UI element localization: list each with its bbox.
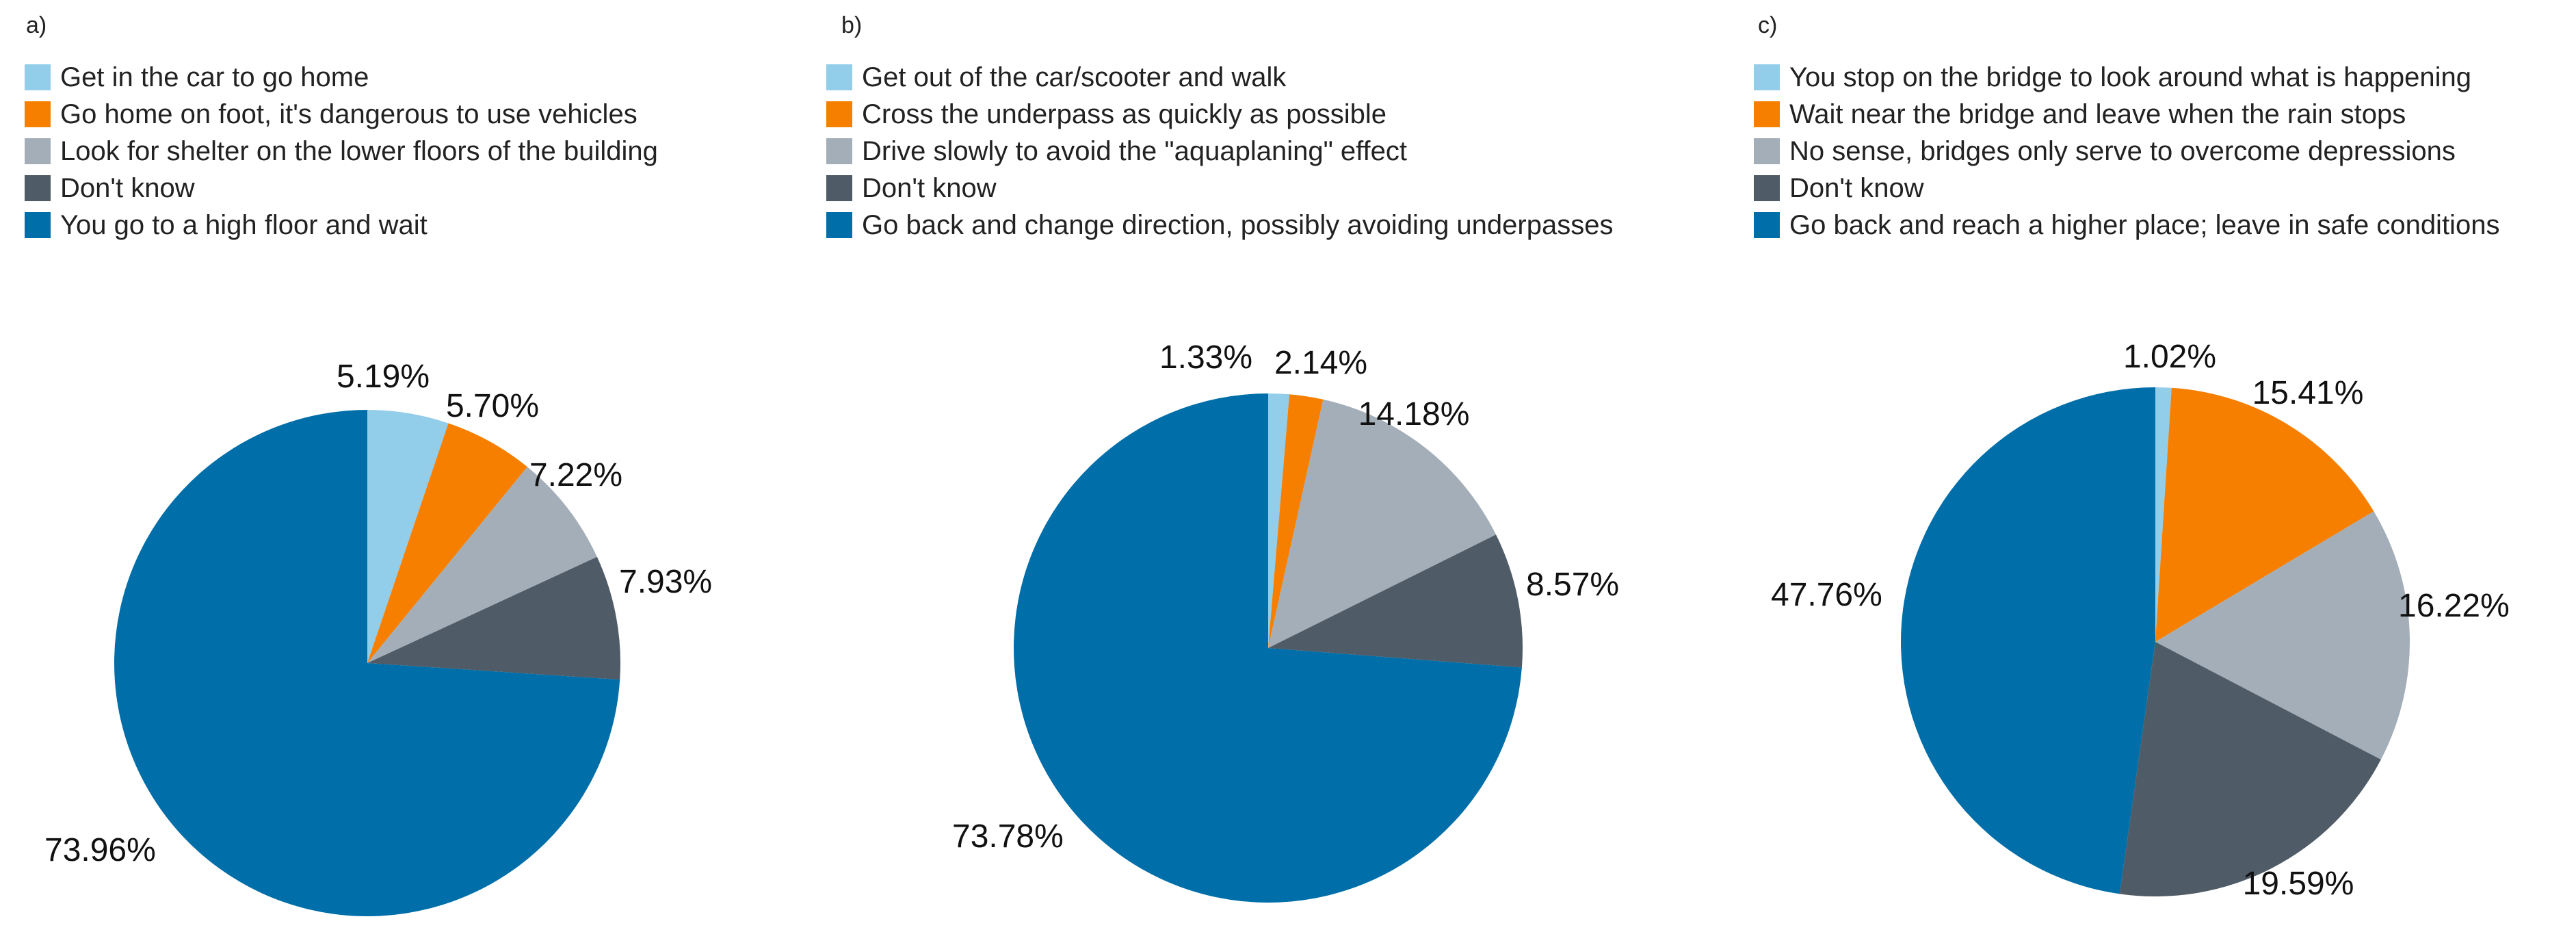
pie-slice	[1901, 387, 2155, 894]
legend: You stop on the bridge to look around wh…	[1754, 59, 2499, 244]
data-label: 7.22%	[529, 457, 622, 493]
pie-slice	[367, 467, 597, 663]
legend-item: Go back and reach a higher place; leave …	[1754, 207, 2499, 244]
pie-slice	[2155, 387, 2172, 642]
legend-swatch	[1754, 101, 1780, 127]
legend-label: Wait near the bridge and leave when the …	[1789, 99, 2406, 129]
pie-slice	[2155, 387, 2374, 642]
data-label: 73.96%	[44, 832, 156, 868]
legend-item: Go home on foot, it's dangerous to use v…	[25, 96, 658, 133]
legend-label: Don't know	[1789, 172, 1924, 203]
data-label: 7.93%	[619, 564, 712, 600]
legend-swatch	[1754, 138, 1780, 164]
legend-swatch	[826, 175, 852, 201]
legend-item: Don't know	[826, 170, 1613, 207]
legend-label: Drive slowly to avoid the "aquaplaning" …	[862, 135, 1408, 166]
legend-item: Wait near the bridge and leave when the …	[1754, 96, 2499, 133]
data-label: 47.76%	[1771, 577, 1882, 613]
legend-label: Cross the underpass as quickly as possib…	[862, 99, 1387, 129]
legend-item: You stop on the bridge to look around wh…	[1754, 59, 2499, 96]
pie-slice	[367, 423, 527, 663]
chart-panel-a: a) Get in the car to go home Go home on …	[0, 0, 814, 932]
panel-label: b)	[841, 12, 863, 38]
legend-swatch	[25, 138, 51, 164]
legend-label: Go back and reach a higher place; leave …	[1789, 209, 2500, 240]
legend-swatch	[25, 64, 51, 90]
panel-label: c)	[1758, 12, 1778, 38]
legend-swatch	[25, 175, 51, 201]
legend-swatch	[826, 64, 852, 90]
panel-label: a)	[26, 12, 47, 38]
pie-slice	[2119, 642, 2381, 896]
legend-label: No sense, bridges only serve to overcome…	[1789, 135, 2456, 166]
pie-slice	[1268, 394, 1324, 648]
legend-swatch	[25, 101, 51, 127]
data-label: 1.33%	[1159, 339, 1252, 376]
pie-chart: 5.19% 5.70% 7.22% 7.93% 73.96%	[44, 359, 712, 917]
legend-label: You stop on the bridge to look around wh…	[1789, 62, 2472, 92]
pie-slice	[367, 556, 621, 680]
chart-panel-c: c) You stop on the bridge to look around…	[1696, 0, 2576, 932]
legend-swatch	[826, 138, 852, 164]
legend-label: Look for shelter on the lower floors of …	[60, 135, 658, 166]
legend-label: Don't know	[60, 172, 195, 203]
legend-label: Go back and change direction, possibly a…	[862, 209, 1614, 240]
legend-item: Don't know	[1754, 170, 2499, 207]
data-label: 8.57%	[1526, 567, 1619, 603]
pie-slice	[1014, 393, 1522, 903]
legend-item: Get in the car to go home	[25, 59, 658, 96]
pie-slice	[114, 410, 620, 917]
pie-slice	[1268, 393, 1290, 648]
data-label: 5.70%	[446, 388, 539, 424]
legend-swatch	[25, 212, 51, 238]
pie-slice	[1268, 399, 1497, 648]
data-label: 14.18%	[1358, 396, 1470, 432]
pie-slice	[2155, 511, 2410, 760]
legend-item: Don't know	[25, 170, 658, 207]
legend-item: No sense, bridges only serve to overcome…	[1754, 133, 2499, 170]
legend-item: Go back and change direction, possibly a…	[826, 207, 1613, 244]
legend: Get in the car to go home Go home on foo…	[25, 59, 658, 244]
legend-item: Cross the underpass as quickly as possib…	[826, 96, 1613, 133]
legend-label: Go home on foot, it's dangerous to use v…	[60, 99, 638, 129]
legend-label: Don't know	[862, 172, 997, 203]
data-label: 2.14%	[1274, 345, 1367, 381]
legend-swatch	[826, 101, 852, 127]
legend-swatch	[1754, 64, 1780, 90]
data-label: 5.19%	[337, 359, 430, 395]
legend-item: Get out of the car/scooter and walk	[826, 59, 1613, 96]
data-label: 15.41%	[2252, 375, 2364, 411]
legend-swatch	[826, 212, 852, 238]
legend-item: Look for shelter on the lower floors of …	[25, 133, 658, 170]
pie-slice	[367, 410, 449, 663]
data-label: 19.59%	[2243, 866, 2354, 902]
legend: Get out of the car/scooter and walk Cros…	[826, 59, 1613, 244]
legend-swatch	[1754, 212, 1780, 238]
legend-label: Get out of the car/scooter and walk	[862, 62, 1287, 92]
legend-label: Get in the car to go home	[60, 62, 369, 92]
legend-item: Drive slowly to avoid the "aquaplaning" …	[826, 133, 1613, 170]
data-label: 16.22%	[2398, 588, 2510, 624]
chart-panel-b: b) Get out of the car/scooter and walk C…	[814, 0, 1696, 932]
pie-chart: 1.02% 15.41% 16.22% 19.59% 47.76%	[1771, 339, 2510, 902]
data-label: 73.78%	[952, 818, 1064, 855]
data-label: 1.02%	[2123, 339, 2216, 375]
legend-swatch	[1754, 175, 1780, 201]
pie-slice	[1268, 534, 1523, 668]
pie-chart: 1.33% 2.14% 14.18% 8.57% 73.78%	[952, 339, 1619, 903]
legend-label: You go to a high floor and wait	[60, 209, 428, 240]
legend-item: You go to a high floor and wait	[25, 207, 658, 244]
